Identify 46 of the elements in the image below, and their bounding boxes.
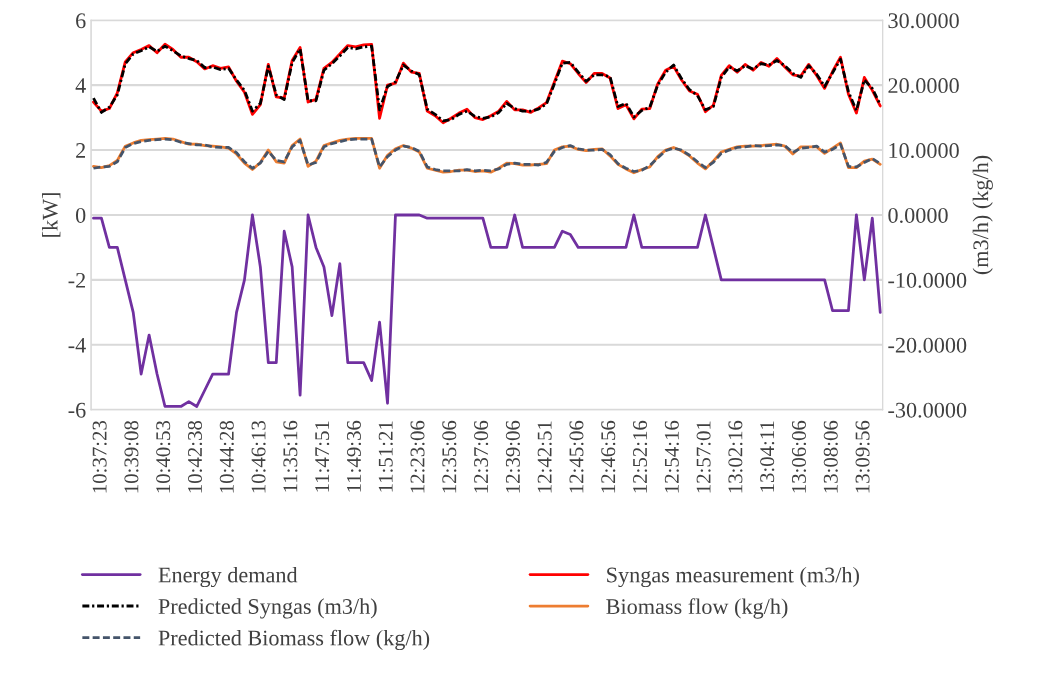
legend-label: Biomass flow (kg/h)	[606, 598, 788, 619]
legend-label: Energy demand	[158, 566, 298, 588]
x-tick-label: 13:08:06	[823, 420, 838, 493]
x-tick-label: 11:47:51	[315, 421, 330, 492]
y-tick-label: 2	[76, 143, 85, 158]
x-tick-label: 12:45:06	[569, 420, 584, 493]
x-tick-label: 11:51:21	[378, 421, 393, 492]
x-tick-label: 11:49:36	[346, 420, 362, 492]
x-tick-label: 12:52:16	[633, 420, 648, 493]
y2-tick-label: 20.0000	[888, 78, 959, 94]
x-tick-label: 13:04:11	[760, 421, 775, 492]
y2-tick-label: 0.0000	[888, 207, 948, 224]
legend-label: Syngas measurement (m3/h)	[607, 566, 859, 588]
x-tick-label: 13:09:56	[855, 420, 870, 493]
x-tick-label: 12:46:56	[601, 420, 616, 493]
y2-tick-label: -30.0000	[888, 402, 967, 418]
y-tick-label: 4	[75, 78, 86, 93]
y-tick-label: -4	[68, 337, 86, 353]
x-tick-label: 10:42:38	[187, 420, 203, 493]
x-tick-label: 10:37:23	[92, 420, 107, 493]
x-tick-label: 10:44:28	[219, 420, 234, 493]
legend-label: Predicted Biomass flow (kg/h)	[158, 629, 430, 651]
x-tick-label: 12:37:06	[474, 420, 489, 493]
y-tick-label: -2	[68, 272, 85, 288]
y2-tick-label: 10.0000	[889, 143, 959, 159]
x-tick-label: 12:54:16	[664, 420, 679, 493]
x-tick-label: 12:23:06	[410, 420, 425, 493]
x-tick-label: 13:02:16	[728, 420, 743, 493]
x-tick-label: 10:40:53	[156, 420, 171, 493]
y-tick-label: 0	[75, 207, 86, 223]
x-tick-label: 13:06:06	[791, 420, 807, 493]
x-tick-label: 10:46:13	[251, 420, 266, 493]
y2-tick-label: -10.0000	[888, 272, 967, 288]
x-tick-label: 11:35:16	[283, 420, 298, 492]
y2-tick-label: -20.0000	[888, 337, 967, 353]
x-tick-label: 12:39:06	[505, 420, 520, 493]
x-tick-label: 12:42:51	[537, 421, 552, 493]
y-axis-title: [kW]	[42, 193, 61, 237]
y2-tick-label: 30.0000	[888, 13, 959, 29]
y2-axis-title: (m3/h) (kg/h)	[972, 155, 993, 275]
x-tick-label: 12:35:06	[442, 420, 457, 493]
x-tick-label: 10:39:08	[124, 420, 139, 493]
y-tick-label: -6	[68, 402, 86, 418]
x-tick-label: 12:57:01	[696, 421, 711, 493]
y-tick-label: 6	[76, 13, 86, 29]
legend-label: Predicted Syngas (m3/h)	[158, 598, 377, 619]
